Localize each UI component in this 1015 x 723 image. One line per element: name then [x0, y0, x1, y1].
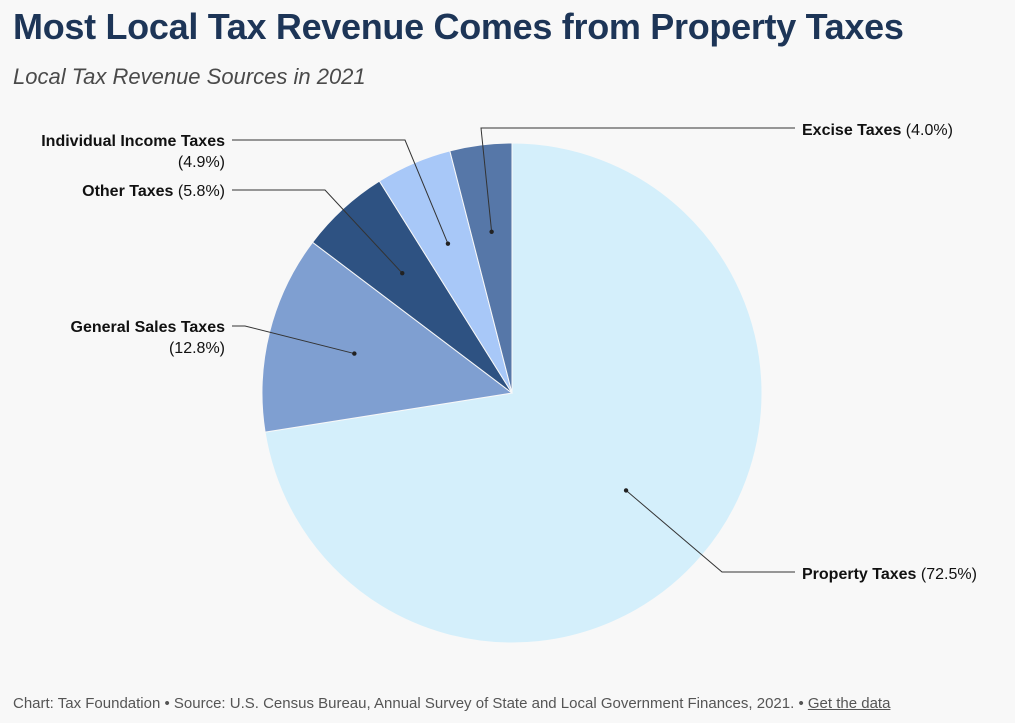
source-credit: Chart: Tax Foundation • Source: U.S. Cen… — [13, 695, 795, 712]
slice-label-other-taxes: Other Taxes (5.8%) — [82, 183, 225, 200]
leader-line-excise-taxes — [480, 127, 795, 232]
leader-line-property-taxes — [625, 490, 795, 573]
slice-label-name: Other Taxes — [82, 183, 173, 200]
slice-label-general-sales-taxes: General Sales Taxes (12.8%) — [71, 319, 226, 357]
pie-labels: Property Taxes (72.5%) General Sales Taxe… — [41, 122, 977, 583]
pie-leader-lines — [232, 127, 795, 573]
leader-line-other-taxes — [232, 189, 403, 274]
leader-dot-property-taxes — [623, 488, 629, 493]
leader-dot-excise-taxes — [489, 229, 494, 234]
slice-label-value: (5.8%) — [173, 183, 225, 200]
slice-label-individual-income-taxes: Individual Income Taxes (4.9%) — [41, 133, 225, 171]
slice-label-name: Individual Income Taxes — [41, 133, 225, 150]
leader-line-individual-income-taxes — [232, 139, 449, 244]
slice-label-value: (72.5%) — [916, 566, 976, 583]
slice-label-value: (4.0%) — [901, 122, 953, 139]
chart-subtitle: Local Tax Revenue Sources in 2021 — [13, 64, 366, 89]
slice-label-name: Excise Taxes — [802, 122, 901, 139]
leader-dot-individual-income-taxes — [445, 241, 451, 246]
pie-slice-excise-taxes[interactable] — [449, 142, 513, 394]
leader-line-general-sales-taxes — [232, 325, 355, 355]
pie-slices — [261, 142, 763, 644]
slice-label-name: General Sales Taxes — [71, 319, 226, 336]
slice-label-value: (4.9%) — [178, 154, 225, 171]
leader-dot-general-sales-taxes — [352, 351, 357, 356]
slice-label-property-taxes: Property Taxes (72.5%) — [802, 566, 977, 583]
leader-dot-other-taxes — [400, 270, 405, 276]
get-the-data-link[interactable]: Get the data — [807, 695, 891, 712]
chart-footer: Chart: Tax Foundation • Source: U.S. Cen… — [13, 695, 890, 712]
footer-separator: • — [798, 695, 804, 712]
slice-label-name: Property Taxes — [802, 566, 917, 583]
slice-label-excise-taxes: Excise Taxes (4.0%) — [802, 122, 953, 139]
chart-title: Most Local Tax Revenue Comes from Proper… — [13, 6, 904, 47]
slice-label-value: (12.8%) — [169, 340, 225, 357]
